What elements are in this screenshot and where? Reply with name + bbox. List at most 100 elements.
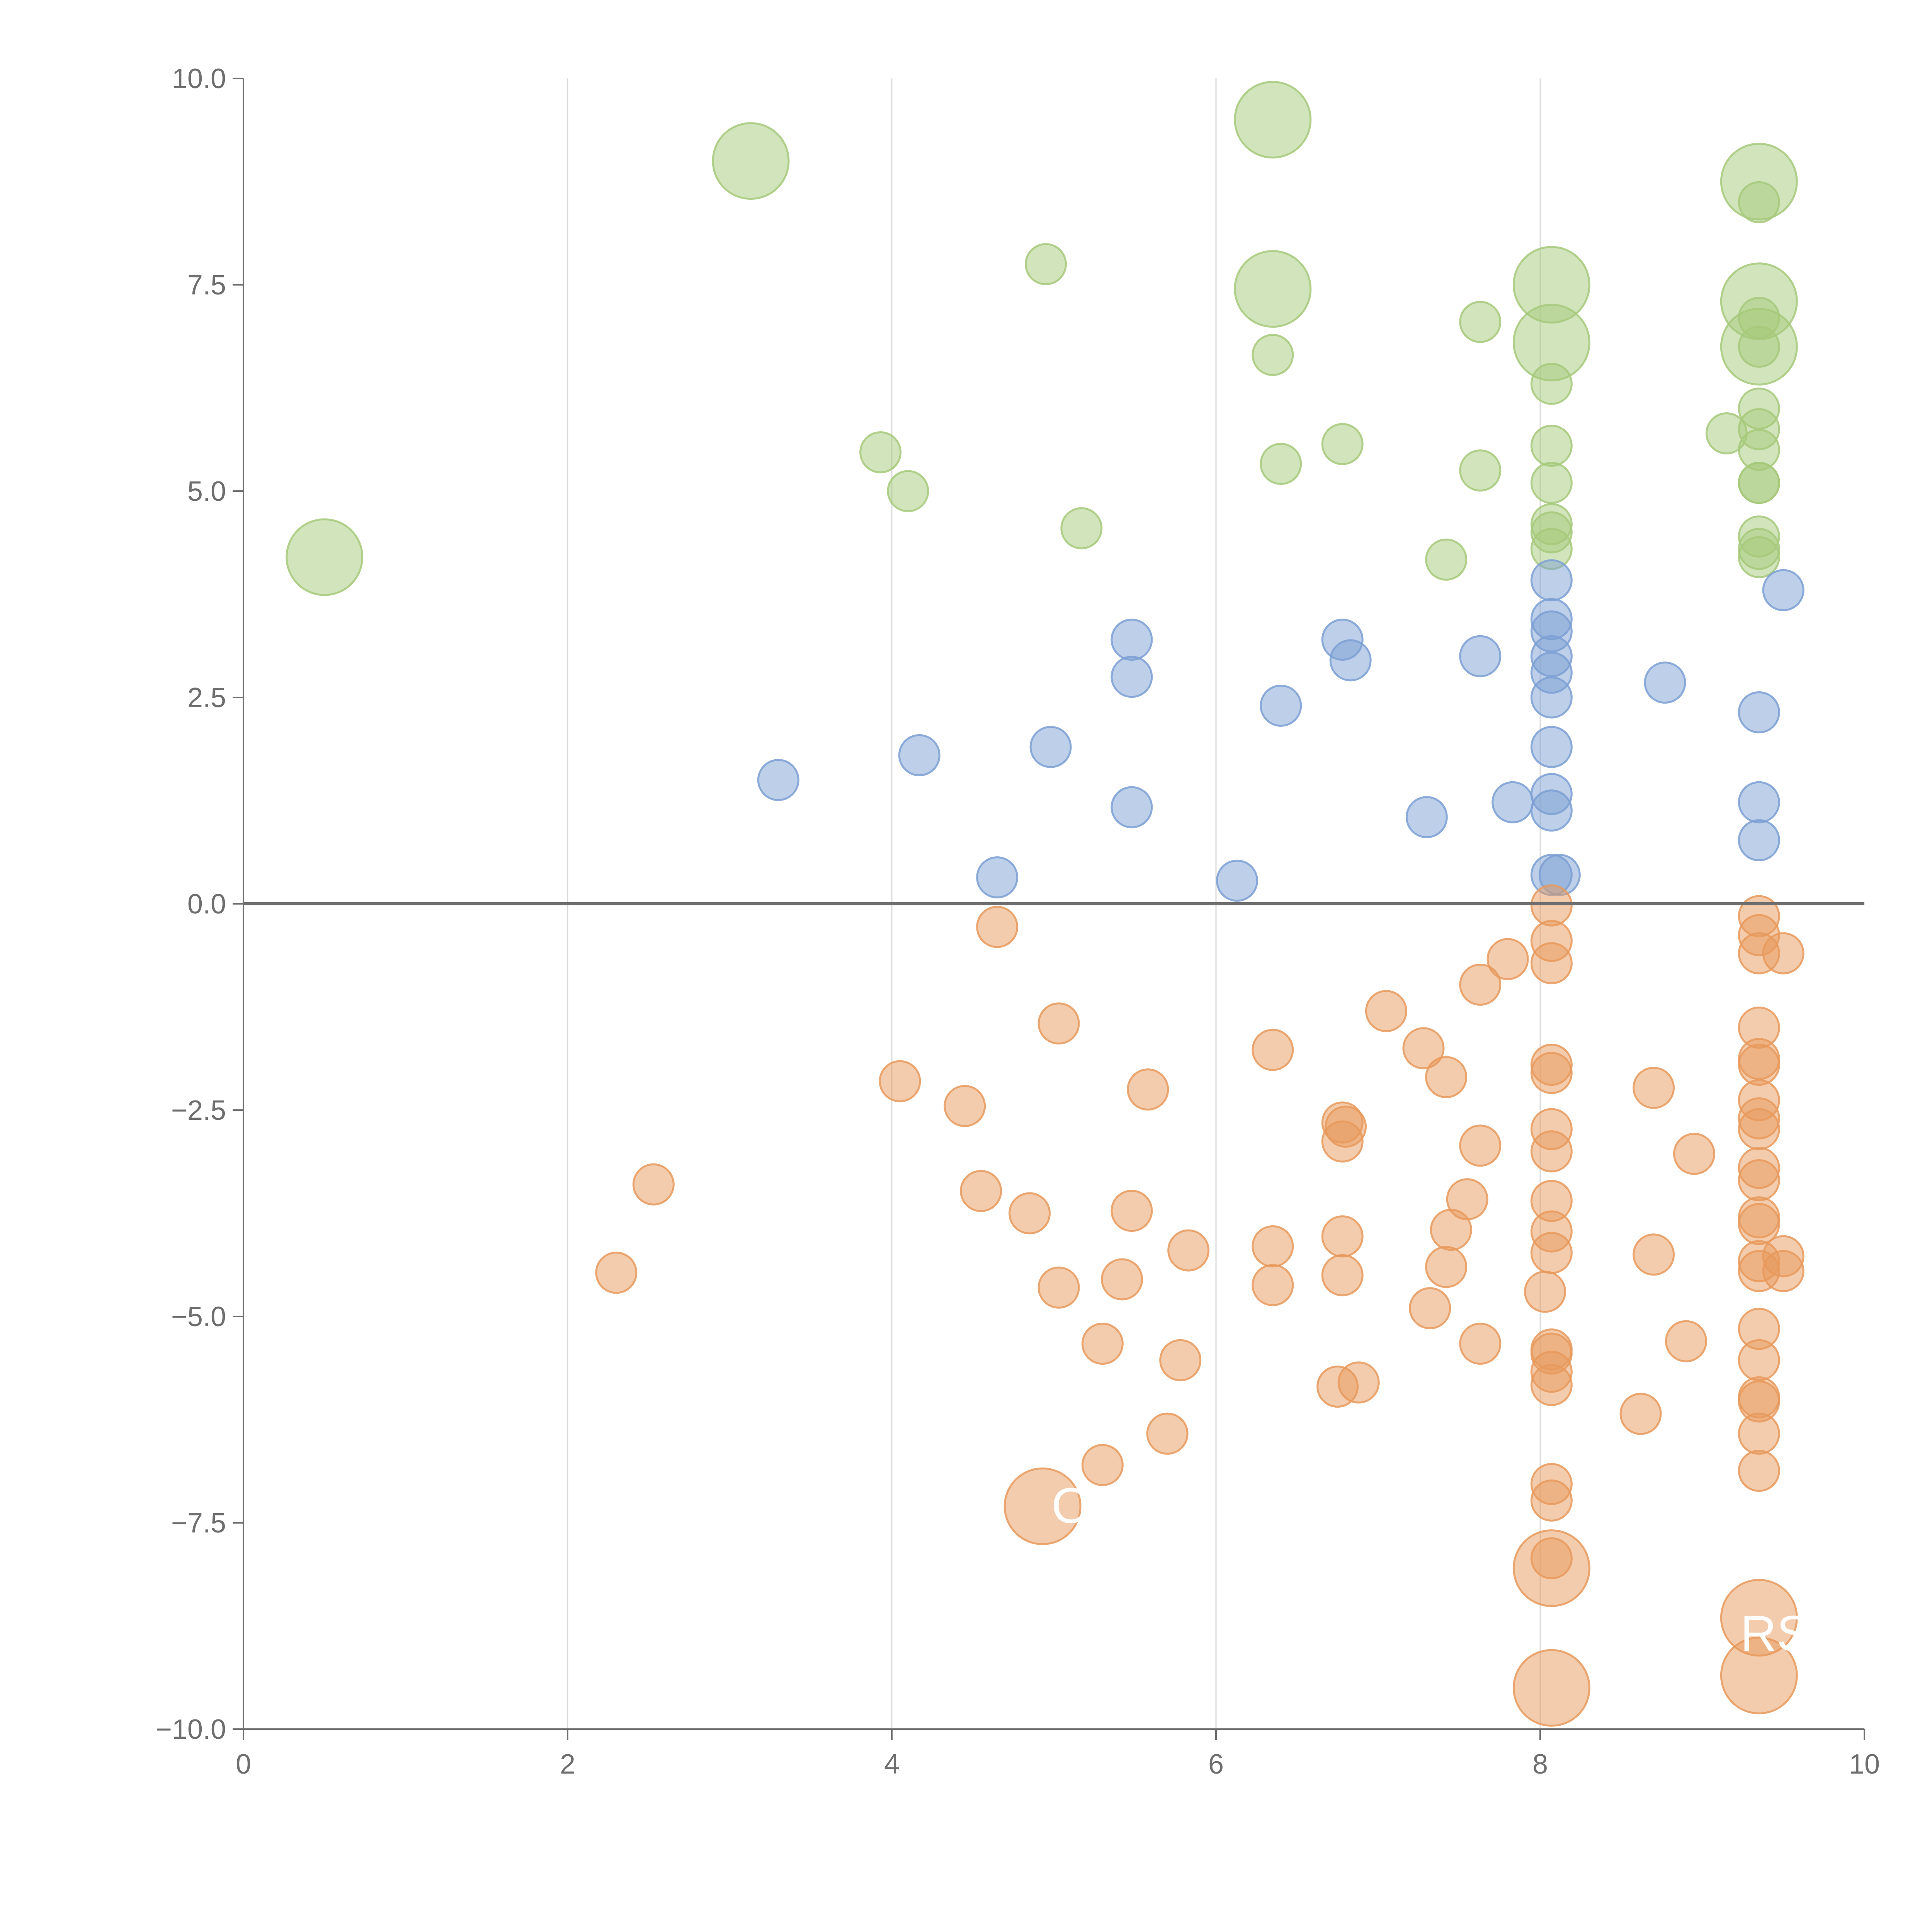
- data-point-blue: [1029, 726, 1072, 768]
- data-point-orange: [1738, 1108, 1780, 1150]
- data-point-green: [1459, 301, 1502, 343]
- data-point-blue: [1492, 781, 1534, 823]
- data-point-blue: [1530, 559, 1573, 602]
- data-point-green: [1530, 425, 1573, 467]
- y-tick-label: 2.5: [187, 682, 226, 713]
- data-point-orange: [632, 1163, 675, 1206]
- data-point-blue: [1762, 569, 1804, 611]
- data-point-blue: [1530, 789, 1573, 832]
- data-point-orange: [1009, 1192, 1051, 1235]
- data-point-blue: [1111, 618, 1153, 661]
- data-point-green: [1025, 243, 1067, 286]
- data-point-green: [1234, 81, 1312, 159]
- data-point-orange: [1486, 938, 1529, 980]
- data-point-green: [1530, 462, 1573, 504]
- data-point-orange: [1321, 1215, 1364, 1258]
- y-tick-label: 7.5: [187, 270, 226, 301]
- data-point-blue: [1111, 786, 1153, 828]
- data-point-orange: [1512, 1529, 1590, 1607]
- data-point-orange: [879, 1060, 921, 1102]
- data-point-orange: [1738, 1250, 1780, 1293]
- data-point-orange: [1037, 1002, 1080, 1045]
- data-point-orange: [1321, 1120, 1364, 1163]
- data-point-orange: [1252, 1029, 1294, 1071]
- data-point-blue: [1530, 676, 1573, 719]
- data-point-orange: [1252, 1225, 1294, 1267]
- data-point-green: [1459, 449, 1502, 492]
- x-tick-label: 8: [1532, 1749, 1548, 1780]
- x-tick-label: 10: [1849, 1749, 1880, 1780]
- data-point-orange: [1720, 1636, 1798, 1714]
- data-point-orange: [1252, 1264, 1294, 1306]
- series-green: [286, 81, 1798, 596]
- data-point-orange: [1081, 1322, 1124, 1365]
- data-point-green: [1425, 538, 1468, 581]
- data-point-blue: [1405, 796, 1448, 838]
- data-point-orange: [976, 906, 1019, 948]
- data-point-orange: [1738, 1449, 1780, 1492]
- x-tick-label: 4: [884, 1749, 900, 1780]
- data-point-orange: [1146, 1412, 1189, 1455]
- data-point-blue: [1530, 726, 1573, 768]
- y-tick-label: −2.5: [171, 1095, 226, 1126]
- data-point-green: [1738, 536, 1780, 578]
- data-point-orange: [1409, 1287, 1451, 1330]
- data-point-orange: [1425, 1056, 1468, 1099]
- data-point-orange: [1530, 1232, 1573, 1274]
- x-tick-label: 0: [236, 1749, 251, 1780]
- data-point-orange: [1633, 1233, 1675, 1276]
- data-point-green: [887, 470, 929, 512]
- data-point-orange: [1738, 1159, 1780, 1202]
- series-orange: [595, 884, 1804, 1727]
- data-point-orange: [1425, 1246, 1468, 1288]
- data-point-orange: [1530, 1364, 1573, 1406]
- annotation-label: OT: [1051, 1477, 1121, 1534]
- data-point-orange: [1446, 1178, 1488, 1221]
- data-point-blue: [1738, 691, 1780, 733]
- data-point-green: [1530, 362, 1573, 405]
- data-point-orange: [1459, 1322, 1502, 1365]
- data-point-orange: [1738, 1044, 1780, 1086]
- annotation-label: RS: [1740, 1605, 1810, 1662]
- data-point-orange: [1003, 1467, 1082, 1545]
- data-point-orange: [1081, 1444, 1124, 1486]
- data-point-green: [1060, 507, 1103, 549]
- data-point-orange: [1459, 963, 1502, 1006]
- data-point-blue: [1738, 819, 1780, 862]
- data-point-green: [712, 122, 790, 200]
- data-point-green: [1234, 250, 1312, 328]
- data-point-blue: [1216, 859, 1259, 902]
- data-point-orange: [1738, 1339, 1780, 1381]
- data-point-orange: [1159, 1339, 1202, 1381]
- data-point-orange: [1167, 1229, 1210, 1272]
- data-point-blue: [1644, 662, 1686, 704]
- data-point-blue: [976, 856, 1019, 899]
- data-point-orange: [1738, 1203, 1780, 1245]
- data-point-orange: [1037, 1266, 1080, 1309]
- series-blue: [757, 559, 1804, 902]
- data-point-green: [1321, 423, 1364, 465]
- data-point-orange: [1512, 1649, 1590, 1727]
- data-point-orange: [1738, 1412, 1780, 1455]
- data-point-green: [1738, 462, 1780, 504]
- data-point-orange: [1337, 1361, 1380, 1404]
- data-point-orange: [1321, 1254, 1364, 1296]
- x-tick-label: 2: [560, 1749, 575, 1780]
- data-point-blue: [1459, 635, 1502, 677]
- data-point-orange: [944, 1085, 986, 1127]
- data-point-green: [859, 431, 902, 474]
- data-point-orange: [1530, 1479, 1573, 1522]
- data-point-orange: [1633, 1066, 1675, 1109]
- data-point-blue: [1260, 684, 1302, 727]
- data-point-blue: [757, 759, 799, 801]
- data-point-orange: [1365, 990, 1407, 1032]
- data-point-blue: [1111, 656, 1153, 698]
- data-point-orange: [1530, 1130, 1573, 1173]
- data-point-blue: [1738, 781, 1780, 823]
- data-point-green: [1260, 443, 1302, 485]
- y-tick-label: 5.0: [187, 476, 226, 507]
- data-point-orange: [1111, 1190, 1153, 1232]
- x-tick-label: 6: [1208, 1749, 1224, 1780]
